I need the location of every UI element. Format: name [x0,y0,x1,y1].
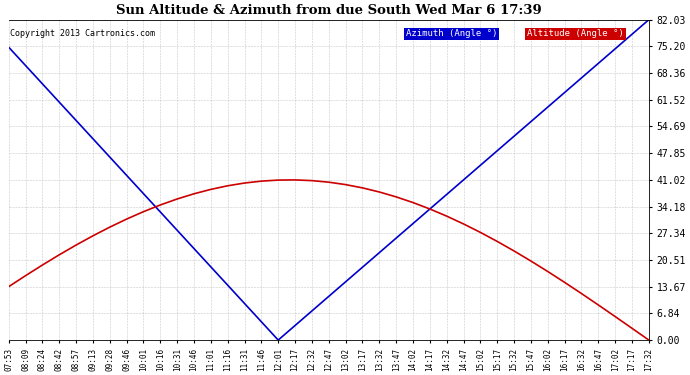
Text: Copyright 2013 Cartronics.com: Copyright 2013 Cartronics.com [10,29,155,38]
Text: Azimuth (Angle °): Azimuth (Angle °) [406,29,497,38]
Title: Sun Altitude & Azimuth from due South Wed Mar 6 17:39: Sun Altitude & Azimuth from due South We… [116,4,542,17]
Text: Altitude (Angle °): Altitude (Angle °) [527,29,624,38]
